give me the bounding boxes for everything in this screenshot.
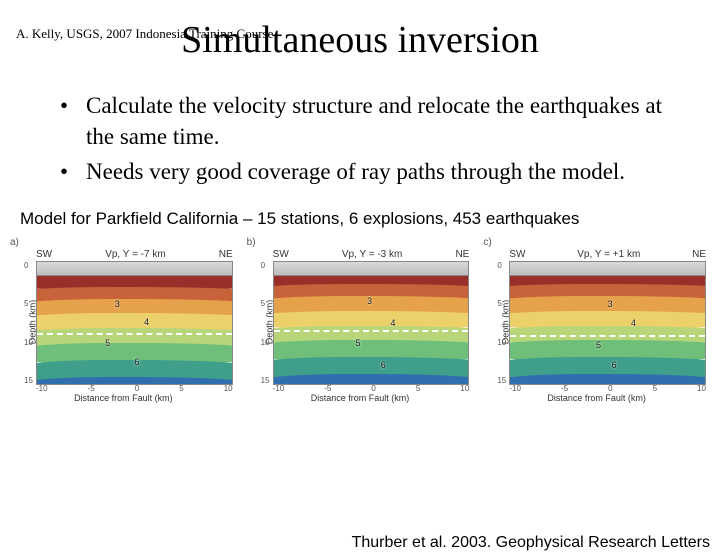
y-ticks: 051015 (497, 261, 506, 385)
contour-label: 4 (631, 318, 636, 328)
x-ticks: -10-50510 (36, 384, 233, 393)
contour-label: 4 (144, 317, 149, 327)
fault-line (274, 330, 469, 332)
panel-top-labels: SW Vp, Y = -7 km NE (36, 249, 233, 260)
topography (274, 262, 469, 276)
topography (37, 262, 232, 276)
plot-area: 3 4 5 6 (36, 261, 233, 385)
x-axis-label: Distance from Fault (km) (245, 393, 476, 403)
cross-section-panel: b)SWVp, Y = -3 kmNEDepth (km)0510153456-… (245, 237, 476, 407)
panel-tag: c) (483, 237, 491, 248)
x-ticks: -10-50510 (273, 384, 470, 393)
contour-label: 6 (612, 360, 617, 370)
bullet-list: Calculate the velocity structure and rel… (60, 90, 670, 187)
plot-area: 3 4 5 6 (273, 261, 470, 385)
x-ticks: -10-50510 (509, 384, 706, 393)
contour-label: 3 (367, 296, 372, 306)
sw-label: SW (273, 249, 289, 260)
contour-label: 3 (115, 299, 120, 309)
ne-label: NE (455, 249, 469, 260)
contour-label: 3 (608, 299, 613, 309)
header-note: A. Kelly, USGS, 2007 Indonesia Training … (16, 26, 273, 42)
figure-caption: Model for Parkfield California – 15 stat… (20, 209, 700, 229)
panel-top-labels: SW Vp, Y = -3 km NE (273, 249, 470, 260)
x-axis-label: Distance from Fault (km) (481, 393, 712, 403)
panel-tag: b) (247, 237, 256, 248)
y-ticks: 051015 (24, 261, 33, 385)
vp-label: Vp, Y = -3 km (342, 249, 403, 260)
figure-panels: a)SWVp, Y = -7 kmNEDepth (km)0510153456-… (8, 237, 712, 407)
contour-label: 6 (134, 357, 139, 367)
plot-area: 3 4 5 6 (509, 261, 706, 385)
fault-line (510, 335, 705, 337)
bullet-item: Needs very good coverage of ray paths th… (60, 156, 670, 187)
contour-label: 5 (596, 340, 601, 350)
fault-line (37, 333, 232, 335)
citation: Thurber et al. 2003. Geophysical Researc… (352, 534, 710, 552)
sw-label: SW (509, 249, 525, 260)
topography (510, 262, 705, 276)
panel-tag: a) (10, 237, 19, 248)
vp-label: Vp, Y = -7 km (105, 249, 166, 260)
contour-label: 6 (381, 360, 386, 370)
sw-label: SW (36, 249, 52, 260)
cross-section-panel: c)SWVp, Y = +1 kmNEDepth (km)0510153456-… (481, 237, 712, 407)
panel-top-labels: SW Vp, Y = +1 km NE (509, 249, 706, 260)
contour-label: 5 (355, 338, 360, 348)
y-ticks: 051015 (261, 261, 270, 385)
vp-label: Vp, Y = +1 km (577, 249, 640, 260)
x-axis-label: Distance from Fault (km) (8, 393, 239, 403)
bullet-item: Calculate the velocity structure and rel… (60, 90, 670, 152)
contour-label: 5 (105, 338, 110, 348)
ne-label: NE (692, 249, 706, 260)
contour-label: 4 (390, 318, 395, 328)
cross-section-panel: a)SWVp, Y = -7 kmNEDepth (km)0510153456-… (8, 237, 239, 407)
ne-label: NE (219, 249, 233, 260)
